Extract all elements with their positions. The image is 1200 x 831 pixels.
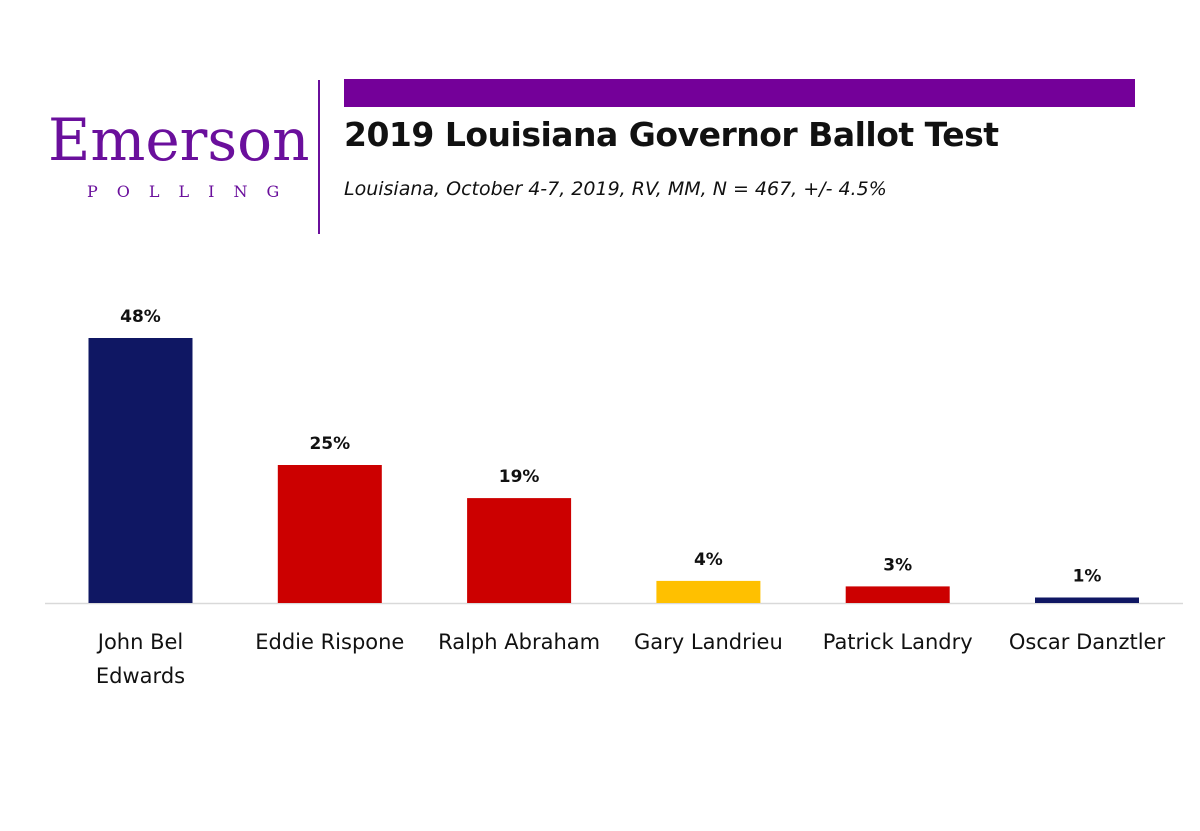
data-label-5: 1% xyxy=(1073,567,1102,587)
category-label-4: Patrick Landry xyxy=(823,630,973,654)
category-label-5: Oscar Danztler xyxy=(1009,630,1166,654)
chart-subtitle: Louisiana, October 4-7, 2019, RV, MM, N … xyxy=(344,178,887,200)
bar-2 xyxy=(467,498,572,603)
data-label-3: 4% xyxy=(694,550,723,570)
category-label-0-line-0: John Bel xyxy=(96,630,184,654)
header-divider xyxy=(318,80,320,234)
logo-tagline: POLLING xyxy=(87,182,299,201)
category-label-1: Eddie Rispone xyxy=(255,630,404,654)
data-label-0: 48% xyxy=(120,307,161,327)
category-label-2: Ralph Abraham xyxy=(438,630,600,654)
data-label-4: 3% xyxy=(883,555,912,575)
bar-1 xyxy=(277,465,382,603)
category-label-0-line-1: Edwards xyxy=(96,664,185,688)
logo-wordmark: Emerson xyxy=(48,106,310,174)
chart-title: 2019 Louisiana Governor Ballot Test xyxy=(344,115,999,154)
bar-3 xyxy=(656,580,761,603)
bar-4 xyxy=(845,586,950,603)
data-label-2: 19% xyxy=(499,467,540,487)
header-accent-bar xyxy=(344,79,1135,107)
category-label-3: Gary Landrieu xyxy=(634,630,783,654)
bar-0 xyxy=(88,338,193,603)
bar-5 xyxy=(1035,597,1139,603)
data-label-1: 25% xyxy=(309,434,350,454)
